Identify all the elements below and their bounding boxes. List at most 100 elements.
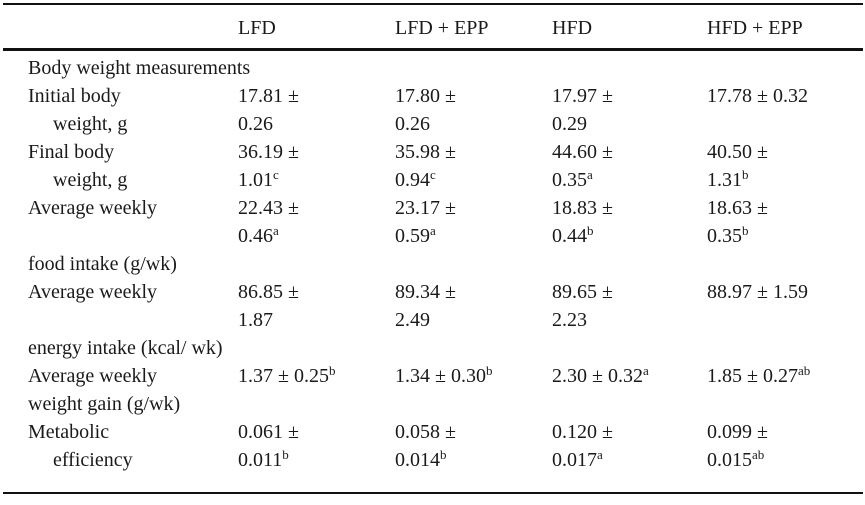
cell-line: 1.85 ± 0.27ab (707, 363, 811, 387)
paper-table-page: LFD LFD + EPP HFD HFD + EPP Body weight … (0, 3, 865, 494)
value-cell: 40.50 ± 1.31b (707, 138, 863, 194)
cell-line: 17.97 ± (552, 85, 613, 107)
cell-line: 40.50 ± (707, 141, 768, 163)
significance-superscript: a (597, 447, 603, 463)
measurements-table: LFD LFD + EPP HFD HFD + EPP Body weight … (3, 3, 863, 494)
significance-superscript: a (587, 167, 593, 183)
value-cell: 36.19 ± 1.01c (238, 138, 395, 194)
significance-superscript: b (587, 223, 594, 239)
section-row: Body weight measurements (3, 54, 863, 82)
cell-line: Metabolic (28, 421, 110, 443)
cell-line: 86.85 ± (238, 281, 299, 303)
significance-superscript: a (642, 363, 649, 379)
cell-line (28, 306, 238, 334)
cell-line: 0.46a (238, 223, 279, 247)
cell-line: 22.43 ± (238, 197, 299, 219)
significance-superscript: b (742, 167, 749, 183)
value-cell: 0.120 ± 0.017a (552, 418, 707, 474)
cell-line: 18.63 ± (707, 197, 768, 219)
value-cell: 88.97 ± 1.59 (707, 278, 863, 362)
table-row: Metabolic efficiency 0.061 ±0.011b 0.058 ±… (3, 418, 863, 474)
cell-line: 88.97 ± 1.59 (707, 281, 808, 303)
value-cell: 17.81 ± 0.26 (238, 82, 395, 138)
value-cell: 86.85 ± 1.87 (238, 278, 395, 362)
table-header-row: LFD LFD + EPP HFD HFD + EPP (3, 5, 863, 51)
cell-line: food intake (g/wk) (28, 253, 177, 275)
table-row: Average weekly weight gain (g/wk) 1.37 ± 0… (3, 362, 863, 418)
cell-line: efficiency (28, 449, 133, 471)
header-cell-row-labels (3, 17, 238, 39)
header-cell-hfd: HFD (552, 17, 593, 39)
significance-superscript: b (485, 363, 493, 379)
row-label: Initial body weight, g (3, 82, 238, 138)
value-cell: 89.65 ± 2.23 (552, 278, 707, 362)
cell-line: 17.78 ± 0.32 (707, 85, 808, 107)
significance-superscript: b (742, 223, 749, 239)
cell-line: 1.31b (707, 167, 749, 191)
cell-line: Body weight measurements (28, 57, 251, 79)
cell-line: 35.98 ± (395, 141, 456, 163)
table-row: Average weekly food intake (g/wk) 22.43 ± 0… (3, 194, 863, 278)
row-label: Average weekly food intake (g/wk) (3, 194, 238, 278)
cell-line: 1.34 ± 0.30b (395, 363, 493, 387)
cell-line: weight, g (28, 169, 128, 191)
significance-superscript: c (273, 167, 279, 183)
cell-line: 1.01c (238, 167, 279, 191)
cell-line: Average weekly (28, 281, 158, 303)
cell-line: Final body (28, 141, 115, 163)
cell-line: 0.017a (552, 447, 603, 471)
cell-line: 0.26 (238, 113, 273, 135)
value-cell: 1.85 ± 0.27ab (707, 362, 863, 418)
section-label: Body weight measurements (3, 54, 863, 82)
cell-line: 17.81 ± (238, 85, 299, 107)
cell-line: 18.83 ± (552, 197, 613, 219)
cell-line: 0.011b (238, 447, 289, 471)
table-body: Body weight measurements Initial body wei… (3, 51, 863, 492)
significance-superscript: b (440, 447, 447, 463)
cell-line: energy intake (kcal/ wk) (28, 337, 223, 359)
row-label: Final body weight, g (3, 138, 238, 194)
cell-line: weight, g (28, 113, 128, 135)
value-cell: 17.97 ± 0.29 (552, 82, 707, 138)
header-cell-hfd-epp: HFD + EPP (707, 17, 803, 39)
value-cell: 2.30 ± 0.32a (552, 362, 707, 418)
cell-line: 2.30 ± 0.32a (552, 363, 649, 387)
cell-line: 0.058 ± (395, 421, 456, 443)
cell-line: 0.015ab (707, 447, 765, 471)
value-cell: 35.98 ± 0.94c (395, 138, 552, 194)
cell-line: Average weekly (28, 197, 158, 219)
header-cell-lfd-epp: LFD + EPP (395, 17, 489, 39)
table-row: Initial body weight, g 17.81 ±0.26 17.80 ±… (3, 82, 863, 138)
cell-line: 0.26 (395, 113, 430, 135)
cell-line: 0.59a (395, 223, 436, 247)
value-cell: 17.80 ± 0.26 (395, 82, 552, 138)
cell-line: 36.19 ± (238, 141, 299, 163)
cell-line: 0.29 (552, 113, 587, 135)
significance-superscript: ab (797, 363, 811, 379)
cell-line: 2.23 (552, 309, 587, 331)
value-cell: 89.34 ± 2.49 (395, 278, 552, 362)
row-label: Metabolic efficiency (3, 418, 238, 474)
value-cell: 18.83 ± 0.44b (552, 194, 707, 278)
cell-line: 0.120 ± (552, 421, 613, 443)
cell-line: 17.80 ± (395, 85, 456, 107)
cell-line: weight gain (g/wk) (28, 393, 181, 415)
cell-line (28, 222, 238, 250)
value-cell: 0.099 ± 0.015ab (707, 418, 863, 474)
significance-superscript: ab (752, 447, 765, 463)
value-cell: 17.78 ± 0.32 (707, 82, 863, 138)
cell-line: 44.60 ± (552, 141, 613, 163)
value-cell: 1.34 ± 0.30b (395, 362, 552, 418)
cell-line: Average weekly (28, 365, 158, 387)
table-row: Final body weight, g 36.19 ±1.01c 35.98 ±0… (3, 138, 863, 194)
header-cell-lfd: LFD (238, 17, 276, 39)
cell-line: 0.35a (552, 167, 593, 191)
cell-line: 0.099 ± (707, 421, 768, 443)
cell-line: 89.34 ± (395, 281, 456, 303)
value-cell: 1.37 ± 0.25b (238, 362, 395, 418)
row-label: Average weekly weight gain (g/wk) (3, 362, 238, 418)
cell-line: 2.49 (395, 309, 430, 331)
cell-line: 1.87 (238, 309, 273, 331)
cell-line: 0.014b (395, 447, 447, 471)
significance-superscript: a (430, 223, 436, 239)
